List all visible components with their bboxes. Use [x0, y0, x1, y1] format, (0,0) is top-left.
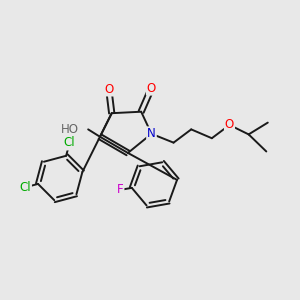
Text: N: N: [147, 127, 156, 140]
Text: O: O: [104, 82, 113, 95]
Text: F: F: [117, 183, 124, 196]
Text: Cl: Cl: [64, 136, 75, 149]
Text: O: O: [225, 118, 234, 131]
Text: Cl: Cl: [20, 181, 31, 194]
Text: HO: HO: [61, 123, 79, 136]
Text: O: O: [147, 82, 156, 95]
